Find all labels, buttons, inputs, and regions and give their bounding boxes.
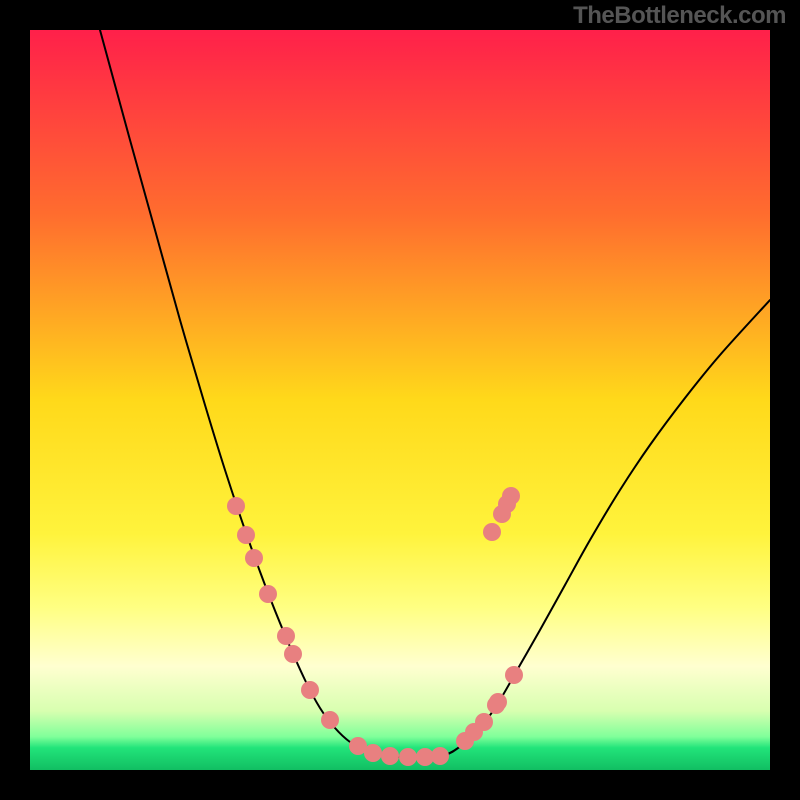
data-marker bbox=[227, 497, 245, 515]
data-marker bbox=[245, 549, 263, 567]
data-marker bbox=[475, 713, 493, 731]
chart-background bbox=[30, 30, 770, 770]
data-marker bbox=[381, 747, 399, 765]
data-marker bbox=[277, 627, 295, 645]
data-marker bbox=[364, 744, 382, 762]
bottleneck-curve-chart bbox=[30, 30, 770, 770]
data-marker bbox=[489, 693, 507, 711]
data-marker bbox=[502, 487, 520, 505]
chart-plot-area bbox=[30, 30, 770, 770]
data-marker bbox=[259, 585, 277, 603]
data-marker bbox=[483, 523, 501, 541]
data-marker bbox=[284, 645, 302, 663]
data-marker bbox=[237, 526, 255, 544]
data-marker bbox=[399, 748, 417, 766]
data-marker bbox=[505, 666, 523, 684]
data-marker bbox=[431, 747, 449, 765]
data-marker bbox=[321, 711, 339, 729]
watermark-text: TheBottleneck.com bbox=[573, 2, 786, 30]
data-marker bbox=[301, 681, 319, 699]
